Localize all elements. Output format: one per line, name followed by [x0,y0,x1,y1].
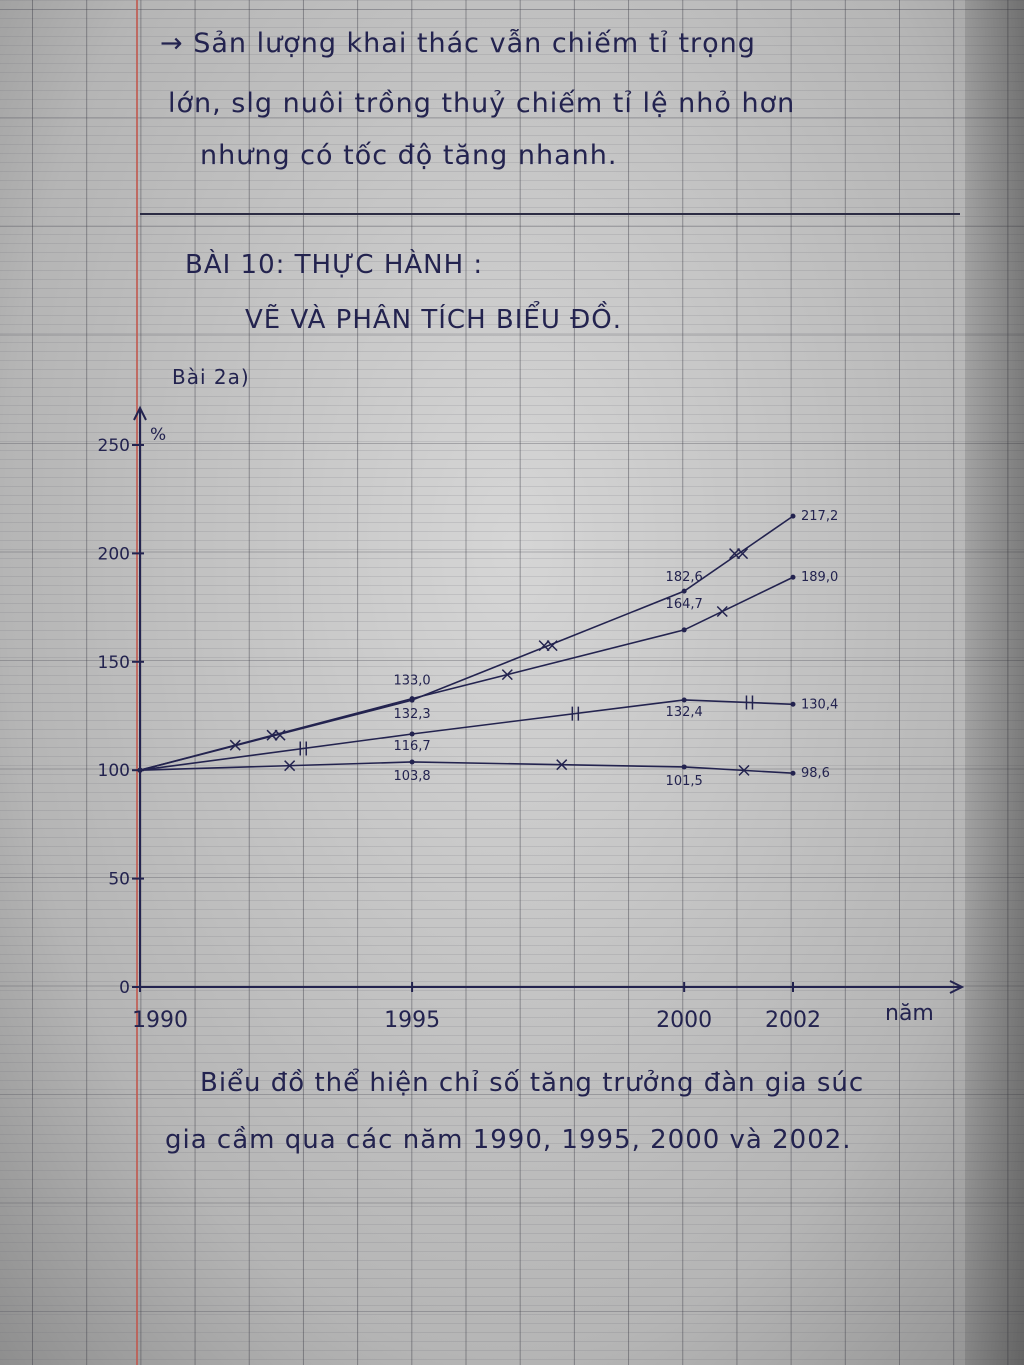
page-edge-shadow [965,0,1024,1365]
data-point [137,767,143,773]
notebook-margin-line [136,0,138,1365]
segment-marker [229,739,241,751]
x-tick-label: 1990 [132,1008,188,1033]
segment-marker [556,759,568,771]
segment-marker [284,760,296,772]
y-axis-label: % [150,425,166,445]
data-label: 116,7 [393,739,430,754]
data-label: 101,5 [666,774,703,789]
y-tick-label: 0 [119,978,130,998]
data-point [790,770,796,776]
x-tick-label: 2000 [656,1008,712,1033]
lesson-subtitle: VẼ VÀ PHÂN TÍCH BIỂU ĐỒ. [245,305,623,335]
data-point [409,731,415,737]
data-point [790,701,796,707]
data-point [681,764,687,770]
data-point [790,513,796,519]
series-line [139,515,794,771]
data-label: 130,4 [801,697,838,712]
x-axis-arrow [949,980,965,994]
y-tick-label: 100 [98,761,130,781]
x-tick-label: 2002 [765,1008,821,1033]
data-label: 132,3 [393,707,430,722]
y-axis-arrow [133,405,147,421]
data-label: 103,8 [393,769,430,784]
data-label: 132,4 [666,705,703,720]
data-label: 133,0 [393,674,430,689]
section-divider [140,213,960,215]
data-point [681,627,687,633]
segment-marker [299,741,307,756]
data-point [790,574,796,580]
exercise-label: Bài 2a) [172,365,250,389]
series-line [139,699,794,771]
segment-marker [738,764,750,776]
lesson-title: BÀI 10: THỰC HÀNH : [185,250,484,280]
segment-marker [501,669,513,681]
data-point [409,696,415,702]
data-label: 98,6 [801,766,830,781]
series-line [139,576,794,771]
segment-marker [745,695,754,710]
data-point [681,588,687,594]
data-label: 217,2 [801,509,838,524]
segment-marker [716,605,728,618]
segment-marker [538,640,558,652]
y-tick-label: 250 [98,436,130,456]
caption-line-1: Biểu đồ thể hiện chỉ số tăng trưởng đàn … [200,1068,865,1098]
segment-marker [571,706,580,721]
data-label: 164,7 [666,597,703,612]
x-tick-label: 1995 [384,1008,440,1033]
y-tick-label: 150 [98,653,130,673]
data-point [409,759,415,765]
note-line-3: nhưng có tốc độ tăng nhanh. [200,140,618,171]
note-line-1: → Sản lượng khai thác vẫn chiếm tỉ trọng [160,28,756,59]
data-label: 189,0 [801,570,838,585]
caption-line-2: gia cầm qua các năm 1990, 1995, 2000 và … [165,1125,852,1155]
note-line-2: lớn, slg nuôi trồng thuỷ chiếm tỉ lệ nhỏ… [168,88,796,119]
data-label: 182,6 [666,570,703,585]
y-tick-label: 50 [108,870,130,890]
segment-marker [729,548,749,560]
series-line [139,761,794,775]
data-point [681,697,687,703]
x-axis-label: năm [885,1001,934,1026]
y-tick-label: 200 [98,544,130,564]
